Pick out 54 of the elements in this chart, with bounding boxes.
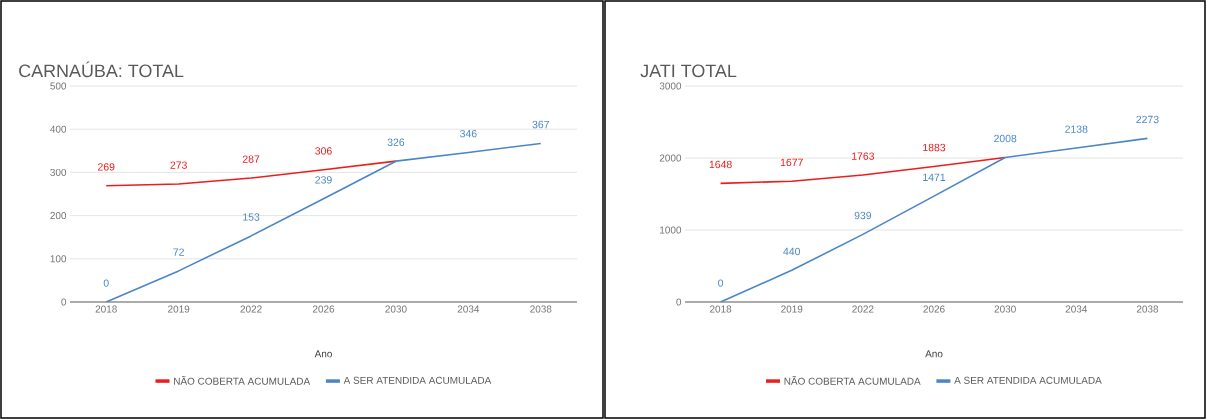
x-tick-label: 2030 — [994, 305, 1016, 313]
x-tick-label: 2034 — [1065, 305, 1088, 313]
y-tick-label: 3000 — [659, 82, 682, 90]
x-axis-title: Ano — [925, 350, 943, 358]
x-tick-label: 2026 — [923, 305, 945, 313]
y-tick-label: 300 — [50, 168, 67, 176]
data-label: 306 — [315, 147, 332, 155]
data-label: 153 — [243, 213, 260, 221]
x-tick-label: 2034 — [457, 305, 480, 313]
x-tick-label: 2022 — [852, 305, 874, 313]
legend-label: A SER ATENDIDA ACUMULADA — [954, 376, 1102, 384]
y-tick-label: 200 — [50, 212, 67, 220]
data-label: 1677 — [780, 158, 803, 167]
data-label: 1763 — [852, 152, 875, 160]
data-label: 273 — [170, 161, 187, 169]
data-label: 440 — [783, 247, 801, 256]
chart-title: JATI TOTAL — [640, 64, 737, 78]
x-tick-label: 2019 — [781, 305, 803, 313]
data-label: 2138 — [1065, 125, 1088, 133]
legend-label: NÃO COBERTA ACUMULADA — [784, 375, 921, 385]
data-label: 2273 — [1136, 115, 1159, 124]
data-label: 367 — [532, 120, 549, 129]
data-label: 1471 — [923, 173, 946, 181]
data-label: 269 — [98, 163, 115, 171]
data-label: 0 — [103, 279, 109, 287]
data-label: 1883 — [923, 143, 946, 152]
legend-label: A SER ATENDIDA ACUMULADA — [343, 376, 492, 384]
y-tick-label: 100 — [50, 255, 67, 263]
data-label: 72 — [173, 248, 184, 256]
data-label: 346 — [460, 129, 477, 138]
data-label: 939 — [854, 211, 872, 220]
data-label: 287 — [242, 155, 260, 163]
x-tick-label: 2018 — [710, 305, 732, 313]
x-axis-title: Ano — [314, 350, 332, 358]
y-tick-label: 0 — [61, 298, 67, 306]
x-tick-label: 2022 — [240, 305, 262, 313]
data-label: 0 — [718, 279, 724, 287]
data-label: 239 — [315, 176, 332, 184]
x-tick-label: 2018 — [95, 305, 117, 313]
chart-title: CARNAÚBA: TOTAL — [19, 61, 184, 78]
y-tick-label: 1000 — [660, 226, 682, 234]
x-tick-label: 2019 — [168, 305, 190, 313]
data-label: 326 — [387, 138, 405, 146]
x-tick-label: 2026 — [312, 305, 335, 313]
x-tick-label: 2038 — [1136, 305, 1159, 313]
data-label: 1648 — [709, 160, 732, 169]
y-tick-label: 0 — [676, 298, 682, 306]
x-tick-label: 2030 — [385, 305, 407, 313]
data-label: 2008 — [994, 134, 1017, 143]
y-tick-label: 400 — [50, 125, 67, 133]
y-tick-label: 500 — [50, 82, 67, 90]
x-tick-label: 2038 — [530, 305, 552, 313]
legend-label: NÃO COBERTA ACUMULADA — [174, 375, 311, 385]
y-tick-label: 2000 — [659, 154, 682, 162]
